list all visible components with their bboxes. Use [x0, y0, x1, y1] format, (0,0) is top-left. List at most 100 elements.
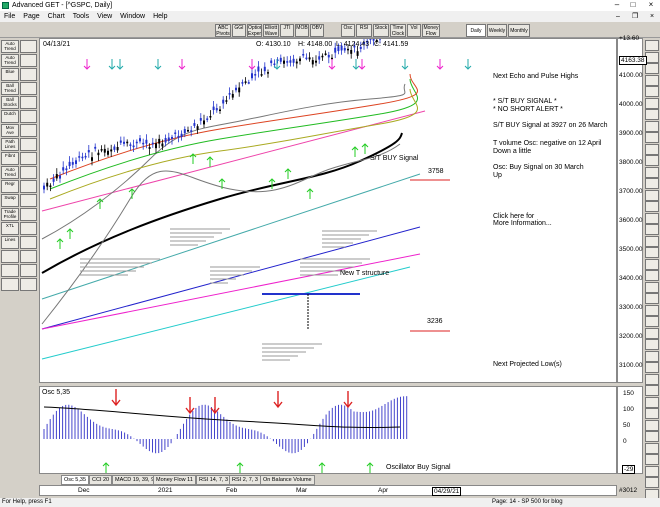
- right-tool-15[interactable]: [645, 212, 659, 224]
- tab-obv[interactable]: On Balance Volume: [260, 475, 315, 485]
- period-monthly[interactable]: Monthly: [508, 24, 530, 37]
- right-tool-30[interactable]: [645, 385, 659, 396]
- right-tool-11[interactable]: [645, 166, 659, 178]
- left-tool-7[interactable]: Path Lines: [1, 138, 19, 151]
- right-tool-17[interactable]: [645, 235, 659, 247]
- right-tool-19[interactable]: [645, 258, 659, 270]
- right-tool-25[interactable]: [645, 327, 659, 339]
- tool-time-clock[interactable]: Time Clock: [390, 24, 406, 37]
- right-tool-0[interactable]: [645, 40, 659, 51]
- tool-rsi[interactable]: RSI: [356, 24, 372, 37]
- left-tool-b-8[interactable]: [20, 152, 37, 165]
- left-tool-3[interactable]: Ball Trend: [1, 82, 19, 95]
- close-button[interactable]: ×: [648, 0, 654, 9]
- left-tool-11[interactable]: Swap: [1, 194, 19, 207]
- more-info-line2[interactable]: More Information...: [493, 220, 552, 227]
- mdi-minimize-button[interactable]: –: [616, 13, 620, 20]
- period-weekly[interactable]: Weekly: [487, 24, 507, 37]
- menu-file[interactable]: File: [4, 13, 16, 20]
- left-tool-8[interactable]: Fibnt: [1, 152, 19, 165]
- left-tool-b-1[interactable]: [20, 54, 37, 67]
- price-chart[interactable]: 04/13/21 O: 4130.10 H: 4148.00 L: 4124.4…: [39, 38, 617, 383]
- tool-money-flow[interactable]: Money Flow: [422, 24, 440, 37]
- left-tool-13[interactable]: XTL: [1, 222, 19, 235]
- maximize-button[interactable]: □: [630, 0, 636, 9]
- right-tool-7[interactable]: [645, 120, 659, 132]
- left-tool-b-9[interactable]: [20, 166, 37, 179]
- left-tool-b-11[interactable]: [20, 194, 37, 207]
- right-tool-10[interactable]: [645, 155, 659, 166]
- right-tool-26[interactable]: [645, 339, 659, 350]
- tool-elliott-wave[interactable]: Elliott Wave: [263, 24, 279, 37]
- tab-cci[interactable]: CCI 20: [89, 475, 113, 485]
- right-tool-33[interactable]: [645, 419, 659, 431]
- right-tool-20[interactable]: [645, 270, 659, 281]
- left-tool-16[interactable]: [1, 264, 19, 277]
- right-tool-18[interactable]: [645, 247, 659, 258]
- right-tool-35[interactable]: [645, 442, 659, 454]
- left-tool-2[interactable]: Blue: [1, 68, 19, 81]
- right-tool-28[interactable]: [645, 362, 659, 373]
- tool-mob[interactable]: MOB: [295, 24, 309, 37]
- tool-jti[interactable]: JTI: [280, 24, 294, 37]
- period-daily[interactable]: Daily: [466, 24, 486, 37]
- right-tool-4[interactable]: [645, 86, 659, 97]
- right-tool-12[interactable]: [645, 178, 659, 189]
- left-tool-b-6[interactable]: [20, 124, 37, 137]
- left-tool-b-0[interactable]: [20, 40, 37, 53]
- tool-vol[interactable]: Vol: [407, 24, 421, 37]
- left-tool-b-17[interactable]: [20, 278, 37, 291]
- left-tool-6[interactable]: Mov Ave: [1, 124, 19, 137]
- tool-osc[interactable]: Osc: [341, 24, 355, 37]
- menu-window[interactable]: Window: [120, 13, 146, 20]
- tool-ggi[interactable]: GGI: [232, 24, 246, 37]
- tool-option-expert[interactable]: Option Expert: [247, 24, 262, 37]
- right-tool-6[interactable]: [645, 109, 659, 120]
- right-tool-8[interactable]: [645, 132, 659, 143]
- menu-help[interactable]: Help: [153, 13, 168, 20]
- left-tool-b-16[interactable]: [20, 264, 37, 277]
- right-tool-23[interactable]: [645, 304, 659, 316]
- menu-chart[interactable]: Chart: [47, 13, 65, 20]
- right-tool-2[interactable]: [645, 63, 659, 74]
- tool-abc-pivots[interactable]: ABC Pivots: [215, 24, 231, 37]
- left-tool-b-15[interactable]: [20, 250, 37, 263]
- minimize-button[interactable]: –: [614, 0, 620, 9]
- left-tool-b-10[interactable]: [20, 180, 37, 193]
- left-tool-5[interactable]: Dutch: [1, 110, 19, 123]
- right-tool-29[interactable]: [645, 373, 659, 385]
- left-tool-b-2[interactable]: [20, 68, 37, 81]
- tab-osc[interactable]: Osc 5,35: [61, 475, 90, 485]
- right-tool-22[interactable]: [645, 293, 659, 304]
- mdi-restore-button[interactable]: ❐: [632, 13, 639, 20]
- left-tool-10[interactable]: Regr: [1, 180, 19, 193]
- right-tool-21[interactable]: [645, 281, 659, 293]
- more-info-line1[interactable]: Click here for: [493, 213, 535, 220]
- left-tool-0[interactable]: Auto Trend: [1, 40, 19, 53]
- right-tool-9[interactable]: [645, 143, 659, 155]
- right-tool-16[interactable]: [645, 224, 659, 235]
- tab-money-flow[interactable]: Money Flow 11: [153, 475, 196, 485]
- right-tool-14[interactable]: [645, 201, 659, 212]
- tab-macd[interactable]: MACD 19, 39, 9: [112, 475, 158, 485]
- menu-tools[interactable]: Tools: [72, 13, 90, 20]
- mdi-close-button[interactable]: ×: [650, 13, 655, 20]
- right-tool-24[interactable]: [645, 316, 659, 327]
- right-tool-13[interactable]: [645, 189, 659, 201]
- left-tool-9[interactable]: Auto Trend: [1, 166, 19, 179]
- tab-rsi-2[interactable]: RSI 2, 7, 3: [229, 475, 261, 485]
- left-tool-12[interactable]: Trade Profile: [1, 208, 19, 221]
- left-tool-14[interactable]: Lines: [1, 236, 19, 249]
- right-tool-5[interactable]: [645, 97, 659, 109]
- left-tool-4[interactable]: Ball Stocks: [1, 96, 19, 109]
- left-tool-b-3[interactable]: [20, 82, 37, 95]
- left-tool-b-12[interactable]: [20, 208, 37, 221]
- left-tool-b-13[interactable]: [20, 222, 37, 235]
- menu-view[interactable]: View: [97, 13, 113, 20]
- left-tool-b-14[interactable]: [20, 236, 37, 249]
- right-tool-36[interactable]: [645, 454, 659, 465]
- right-tool-38[interactable]: [645, 477, 659, 488]
- right-tool-3[interactable]: [645, 74, 659, 86]
- right-tool-1[interactable]: [645, 51, 659, 63]
- right-tool-34[interactable]: [645, 431, 659, 442]
